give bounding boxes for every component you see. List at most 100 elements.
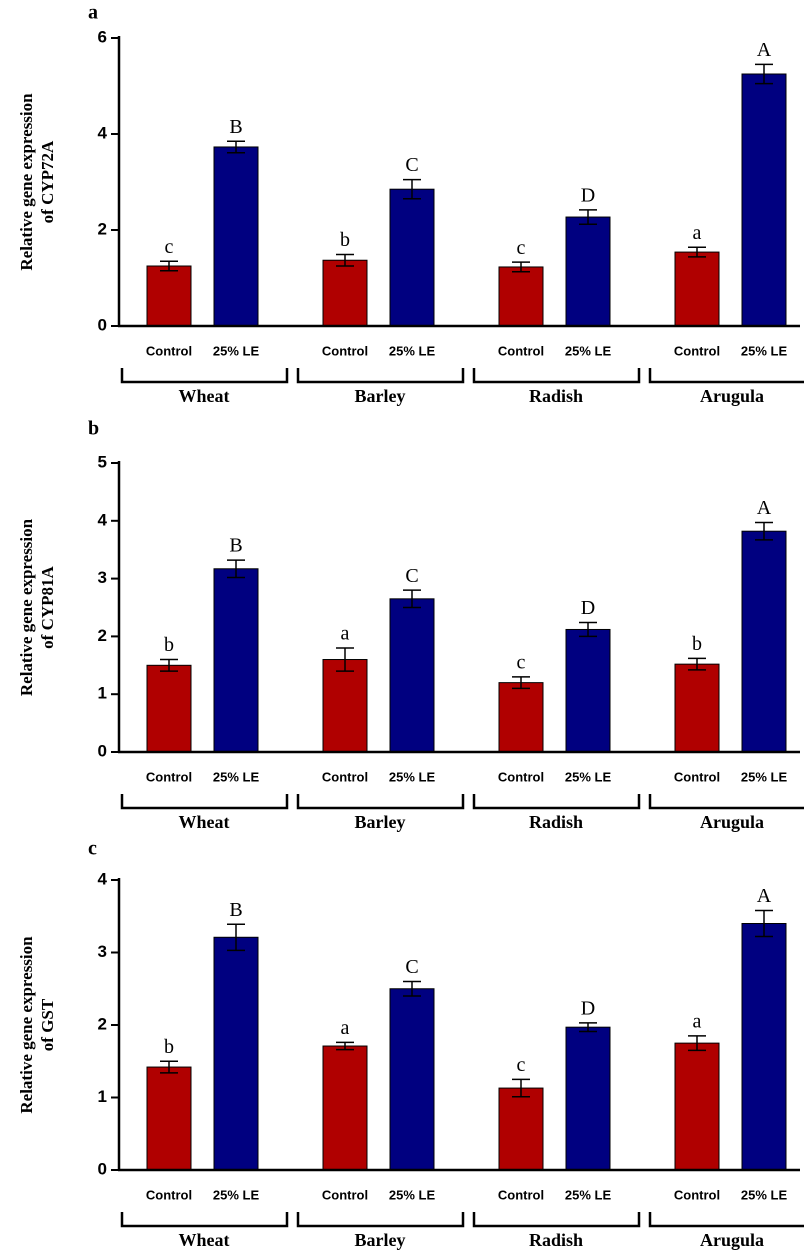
error-bar bbox=[579, 621, 597, 638]
significance-letter: c bbox=[517, 1054, 526, 1076]
error-bar bbox=[160, 658, 178, 672]
error-bar bbox=[336, 647, 354, 672]
panel-label: c bbox=[88, 838, 97, 860]
error-bar bbox=[512, 261, 530, 273]
x-tick-label: 25% LE bbox=[741, 769, 788, 784]
bar bbox=[146, 1066, 192, 1171]
significance-letter: c bbox=[165, 236, 174, 258]
x-tick-label: 25% LE bbox=[565, 769, 612, 784]
group-label: Barley bbox=[355, 386, 406, 406]
bar bbox=[741, 923, 787, 1171]
group-label: Barley bbox=[355, 1230, 406, 1250]
y-tick-label: 3 bbox=[98, 942, 107, 961]
y-tick-label: 3 bbox=[98, 568, 107, 587]
panel: b Relative gene expression of CYP81A 0 1 2 3 4 5… bbox=[17, 418, 804, 832]
error-bar bbox=[160, 260, 178, 272]
significance-letter: a bbox=[341, 623, 350, 645]
x-tick-label: 25% LE bbox=[213, 1187, 260, 1202]
x-tick-label: Control bbox=[674, 1187, 720, 1202]
group-label: Wheat bbox=[179, 812, 230, 832]
significance-letter: A bbox=[757, 497, 772, 519]
significance-letter: A bbox=[757, 885, 772, 907]
y-axis-label: of CYP81A bbox=[38, 565, 57, 648]
group-bracket bbox=[120, 1212, 289, 1228]
significance-letter: a bbox=[693, 222, 702, 244]
y-axis-label: Relative gene expression bbox=[17, 518, 36, 696]
group-bracket bbox=[296, 794, 465, 810]
group-bracket bbox=[296, 1212, 465, 1228]
panel-label: a bbox=[88, 2, 98, 24]
x-tick-label: 25% LE bbox=[389, 343, 436, 358]
y-tick-label: 2 bbox=[98, 219, 107, 238]
group-bracket bbox=[472, 1212, 641, 1228]
bar bbox=[674, 251, 720, 327]
significance-letter: A bbox=[757, 39, 772, 61]
error-bar bbox=[755, 63, 773, 85]
error-bar bbox=[688, 246, 706, 258]
x-tick-label: Control bbox=[498, 343, 544, 358]
significance-letter: a bbox=[341, 1017, 350, 1039]
group-bracket bbox=[648, 794, 804, 810]
x-tick-label: 25% LE bbox=[213, 769, 260, 784]
significance-letter: C bbox=[405, 154, 418, 176]
error-bar bbox=[512, 1078, 530, 1098]
panel: a Relative gene expression of CYP72A 0 2 4 6 c C… bbox=[17, 2, 804, 406]
panel-label: b bbox=[88, 418, 99, 440]
group-label: Radish bbox=[529, 1230, 583, 1250]
bar bbox=[146, 265, 192, 327]
bar bbox=[389, 598, 435, 753]
significance-letter: C bbox=[405, 956, 418, 978]
x-tick-label: Control bbox=[498, 1187, 544, 1202]
error-bar bbox=[227, 923, 245, 952]
x-tick-label: Control bbox=[322, 343, 368, 358]
bar bbox=[213, 936, 259, 1171]
group-label: Radish bbox=[529, 812, 583, 832]
error-bar bbox=[336, 1041, 354, 1051]
bar bbox=[146, 664, 192, 753]
y-tick-label: 0 bbox=[98, 315, 107, 334]
bar bbox=[741, 530, 787, 753]
bar bbox=[674, 663, 720, 753]
group-bracket bbox=[120, 368, 289, 384]
significance-letter: b bbox=[164, 1036, 174, 1058]
group-label: Barley bbox=[355, 812, 406, 832]
bar bbox=[213, 146, 259, 327]
error-bar bbox=[227, 559, 245, 579]
group-label: Arugula bbox=[700, 386, 764, 406]
error-bar bbox=[688, 1035, 706, 1052]
x-tick-label: 25% LE bbox=[565, 343, 612, 358]
bar bbox=[674, 1042, 720, 1171]
y-tick-label: 0 bbox=[98, 1159, 107, 1178]
error-bar bbox=[336, 253, 354, 267]
significance-letter: a bbox=[693, 1010, 702, 1032]
y-axis-label: of CYP72A bbox=[38, 140, 57, 223]
significance-letter: D bbox=[581, 597, 595, 619]
x-tick-label: Control bbox=[146, 343, 192, 358]
y-tick-label: 4 bbox=[98, 123, 108, 142]
y-tick-label: 2 bbox=[98, 626, 107, 645]
group-bracket bbox=[648, 1212, 804, 1228]
y-axis-label: Relative gene expression bbox=[17, 93, 36, 271]
error-bar bbox=[512, 676, 530, 690]
significance-letter: B bbox=[229, 899, 242, 921]
x-tick-label: 25% LE bbox=[213, 343, 260, 358]
bar bbox=[565, 1026, 611, 1171]
x-tick-label: Control bbox=[146, 769, 192, 784]
x-tick-label: 25% LE bbox=[389, 769, 436, 784]
bar bbox=[213, 568, 259, 753]
significance-letter: b bbox=[164, 634, 174, 656]
bar bbox=[322, 259, 368, 327]
error-bar bbox=[688, 657, 706, 671]
bar bbox=[389, 988, 435, 1171]
x-tick-label: Control bbox=[674, 343, 720, 358]
bar bbox=[565, 628, 611, 753]
x-tick-label: 25% LE bbox=[389, 1187, 436, 1202]
bar bbox=[741, 73, 787, 327]
significance-letter: b bbox=[340, 229, 350, 251]
y-tick-label: 1 bbox=[98, 684, 107, 703]
group-label: Arugula bbox=[700, 812, 764, 832]
y-axis-label: Relative gene expression bbox=[17, 936, 36, 1114]
group-bracket bbox=[472, 794, 641, 810]
error-bar bbox=[403, 589, 421, 609]
